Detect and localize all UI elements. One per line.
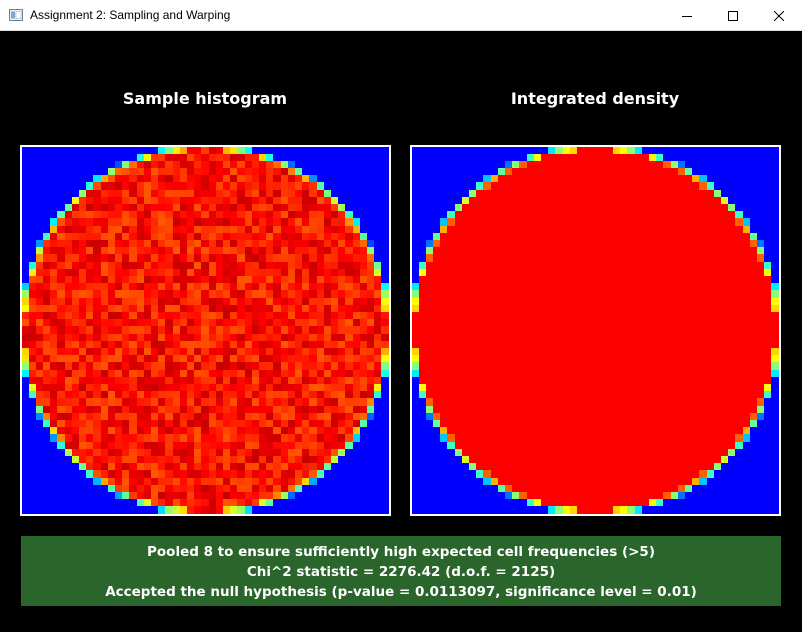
integrated-density-panel bbox=[410, 145, 781, 516]
sample-histogram-title: Sample histogram bbox=[122, 89, 288, 108]
close-button[interactable] bbox=[756, 0, 802, 31]
minimize-icon bbox=[682, 15, 692, 17]
app-window-icon bbox=[9, 9, 23, 21]
test-results-box: Pooled 8 to ensure sufficiently high exp… bbox=[21, 536, 781, 606]
close-icon bbox=[774, 10, 784, 21]
hypothesis-result: Accepted the null hypothesis (p-value = … bbox=[105, 584, 697, 600]
minimize-button[interactable] bbox=[664, 0, 710, 31]
window-title: Assignment 2: Sampling and Warping bbox=[30, 8, 231, 22]
maximize-button[interactable] bbox=[710, 0, 756, 31]
integrated-density-title: Integrated density bbox=[510, 89, 680, 108]
chi2-statistic: Chi^2 statistic = 2276.42 (d.o.f. = 2125… bbox=[246, 564, 556, 580]
pooling-message: Pooled 8 to ensure sufficiently high exp… bbox=[147, 544, 655, 560]
integrated-density-canvas bbox=[412, 147, 779, 514]
sample-histogram-canvas bbox=[22, 147, 389, 514]
title-bar[interactable]: Assignment 2: Sampling and Warping bbox=[0, 0, 802, 31]
sample-histogram-panel bbox=[20, 145, 391, 516]
maximize-icon bbox=[728, 10, 738, 21]
